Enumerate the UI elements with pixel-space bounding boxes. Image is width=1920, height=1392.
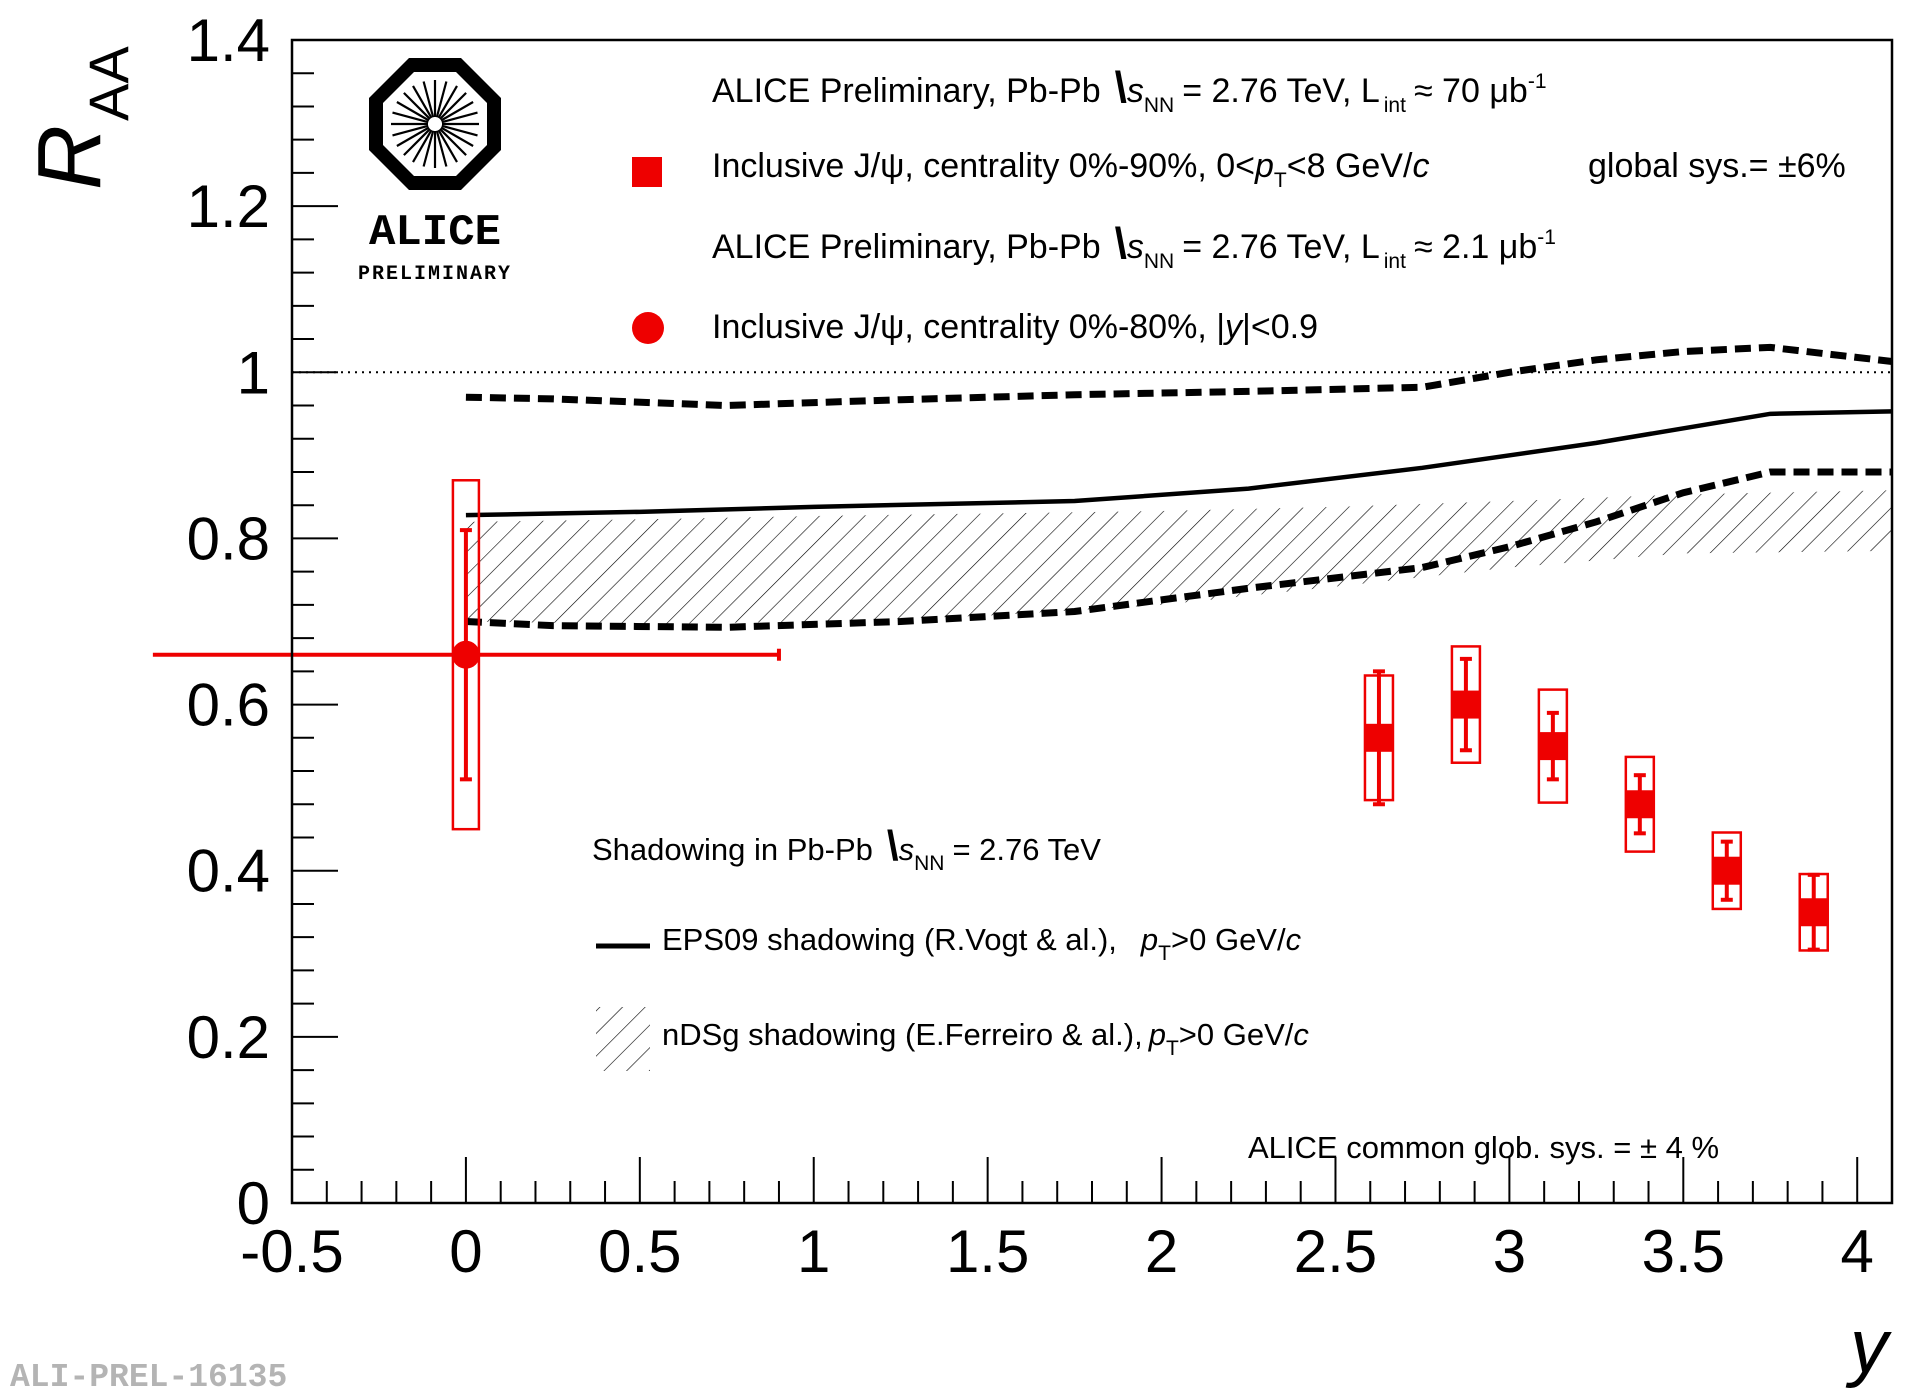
forward-data-point [1537, 688, 1569, 804]
x-tick-labels: -0.5 0 0.5 1 1.5 2 2.5 3 3.5 4 [240, 1218, 1874, 1285]
square-marker [1451, 690, 1480, 719]
legend-jpsi-mid: Inclusive J/ψ, centrality 0%-80%, |y|<0.… [712, 308, 1318, 346]
logo-spoke [396, 101, 430, 122]
x-tick-label: 3 [1493, 1218, 1526, 1285]
footer-id: ALI-PREL-16135 [10, 1359, 287, 1392]
x-tick-label: 3.5 [1642, 1218, 1725, 1285]
logo-spoke [441, 111, 478, 124]
ndsg-hatched-band [465, 490, 1892, 624]
logo-subtitle: PRELIMINARY [358, 263, 512, 286]
legend-eps09: EPS09 shadowing (R.Vogt & al.), pT>0 GeV/… [662, 922, 1302, 965]
forward-data-point [1450, 645, 1482, 764]
x-tick-label: 2.5 [1294, 1218, 1377, 1285]
y-tick-label: 0.8 [187, 505, 270, 572]
legend-alice-forward: ALICE Preliminary, Pb-Pb \sNN = 2.76 TeV, … [712, 63, 1547, 117]
logo-spoke [403, 92, 431, 120]
svg-text:RAA: RAA [20, 46, 140, 190]
y-axis-title: RAA [20, 46, 140, 190]
y-tick-label: 0.2 [187, 1004, 270, 1071]
logo-spoke [437, 129, 458, 163]
forward-data-point [1798, 872, 1829, 952]
logo-spoke [392, 111, 429, 124]
logo-spoke [403, 128, 431, 156]
y-axis-title-main: R [20, 125, 120, 190]
eps09-dashed-curve [465, 468, 1892, 631]
x-tick-label: 1.5 [946, 1218, 1029, 1285]
x-tick-label: 0 [449, 1218, 482, 1285]
x-tick-label: 4 [1841, 1218, 1874, 1285]
square-marker [1538, 732, 1567, 761]
legend-ndsg-swatch [596, 1007, 650, 1071]
legend-ndsg: nDSg shadowing (E.Ferreiro & al.), pT>0 G… [662, 1017, 1309, 1060]
logo-spoke [435, 130, 448, 167]
y-tick-label: 0.6 [187, 672, 270, 739]
forward-data-point [1624, 755, 1656, 853]
y-tick-label: 1 [237, 339, 270, 406]
mid-data-point [152, 479, 781, 831]
logo-spoke [412, 85, 433, 119]
logo-spoke [392, 124, 429, 137]
legend-top: ALICE Preliminary, Pb-Pb \sNN = 2.76 TeV, … [632, 63, 1846, 346]
forward-data-point [1363, 669, 1395, 807]
logo-spoke [440, 101, 474, 122]
logo-spoke [439, 128, 467, 156]
legend-common-sys: ALICE common glob. sys. = ± 4 % [1248, 1130, 1719, 1165]
y-tick-label: 0.4 [187, 838, 270, 905]
logo-spoke [435, 81, 448, 118]
data-points-layer [152, 479, 1829, 952]
logo-spoke [412, 129, 433, 163]
eps09-solid-curve [465, 409, 1893, 518]
legend-shadowing-title: Shadowing in Pb-Pb \sNN = 2.76 TeV [592, 822, 1101, 875]
square-marker [1625, 790, 1654, 819]
logo-spoke [422, 130, 435, 167]
eps09-dashed-curve [465, 343, 1893, 410]
square-marker [1712, 856, 1741, 885]
x-axis-title: y [1845, 1304, 1892, 1389]
ndsg-band-layer [465, 490, 1892, 624]
circle-marker [451, 640, 480, 669]
square-marker [1799, 898, 1828, 927]
forward-data-point [1711, 831, 1743, 911]
logo-spoke [439, 92, 467, 120]
logo-spoke [440, 126, 474, 147]
x-tick-label: 1 [797, 1218, 830, 1285]
legend-circle-marker [632, 312, 664, 344]
legend-square-marker [632, 157, 662, 187]
y-tick-label: 1.4 [187, 7, 270, 74]
legend-alice-mid: ALICE Preliminary, Pb-Pb \sNN = 2.76 TeV, … [712, 219, 1556, 273]
x-tick-label: 2 [1145, 1218, 1178, 1285]
logo-spoke [396, 126, 430, 147]
y-tick-labels: 0 0.2 0.4 0.6 0.8 1 1.2 1.4 [187, 7, 270, 1237]
square-marker [1364, 723, 1393, 752]
y-tick-label: 1.2 [187, 173, 270, 240]
logo-spoke [441, 124, 478, 137]
legend-shadowing: Shadowing in Pb-Pb \sNN = 2.76 TeV EPS09 s… [592, 822, 1719, 1165]
alice-logo: ALICE PRELIMINARY [358, 58, 512, 286]
legend-jpsi-forward: Inclusive J/ψ, centrality 0%-90%, 0<pT<8… [712, 147, 1429, 192]
x-tick-label: -0.5 [240, 1218, 343, 1285]
y-axis-title-sub: AA [77, 46, 140, 121]
logo-title: ALICE [369, 208, 501, 258]
y-tick-label: 0 [237, 1170, 270, 1237]
axis-ticks [291, 39, 1893, 1204]
legend-global-sys: global sys.= ±6% [1588, 147, 1846, 185]
logo-spoke [422, 81, 435, 118]
eps09-curves-layer [465, 343, 1893, 631]
logo-spoke [437, 85, 458, 119]
x-tick-label: 0.5 [598, 1218, 681, 1285]
